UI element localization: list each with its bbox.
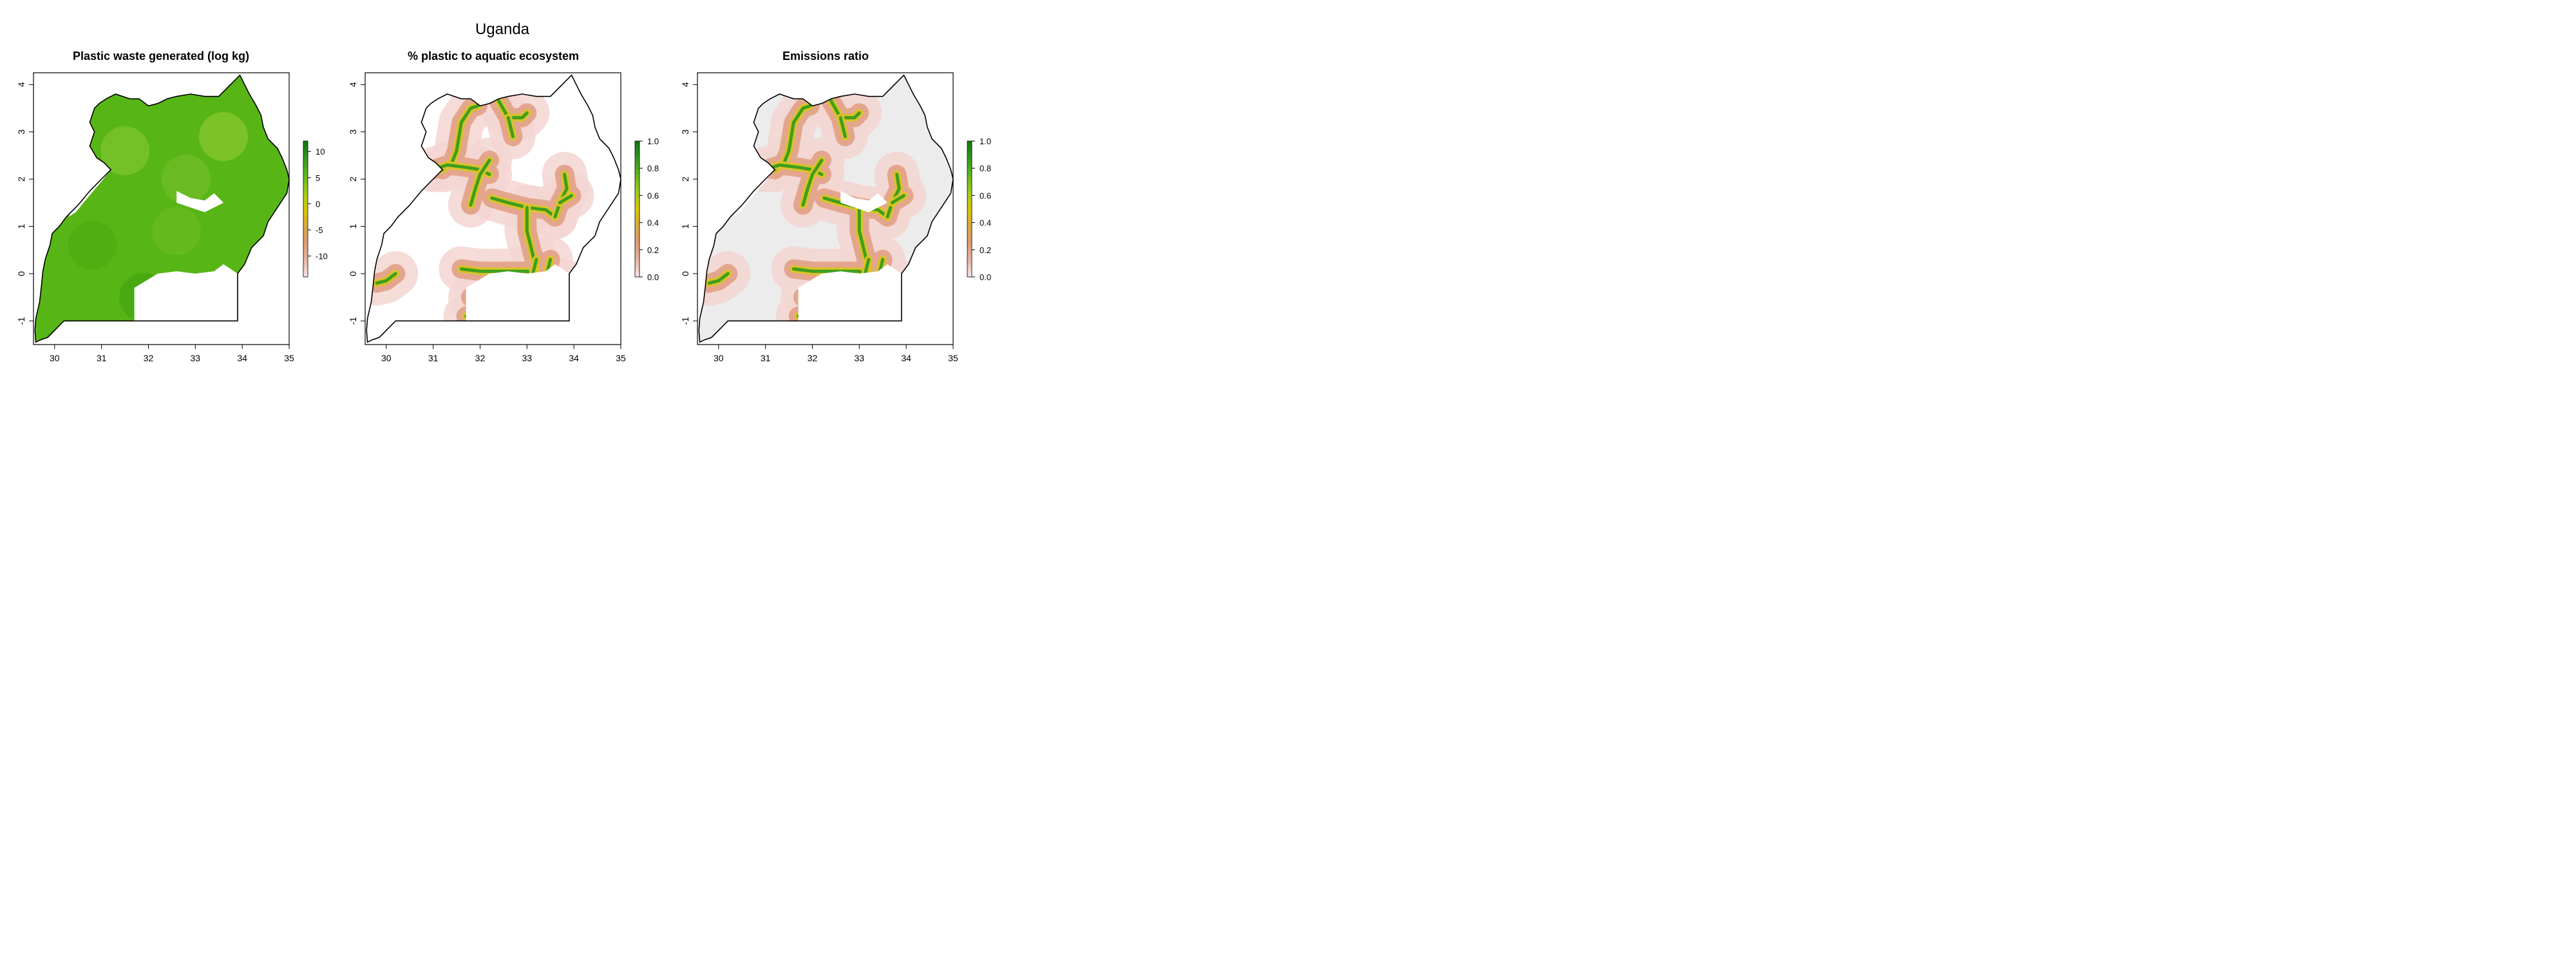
river-line — [553, 173, 569, 219]
x-tick-label: 32 — [808, 353, 818, 363]
x-tick-label: 31 — [761, 353, 771, 363]
y-tick-label: 1 — [680, 223, 690, 229]
figure-title: Uganda — [475, 21, 530, 38]
legend-tick-label: 0.2 — [980, 245, 991, 255]
river-line — [469, 158, 491, 207]
x-tick-label: 34 — [569, 353, 579, 363]
country-outline — [698, 74, 954, 343]
panel-2-title: % plastic to aquatic ecosystem — [407, 50, 580, 62]
y-tick-label: 3 — [348, 129, 358, 135]
lake-albert — [732, 169, 775, 217]
y-tick-label: 2 — [680, 176, 690, 182]
river-line — [707, 272, 730, 285]
x-tick-label: 33 — [191, 353, 201, 363]
legend-tick-label: 0.6 — [647, 191, 659, 200]
legend-tick-label: 0.8 — [647, 164, 659, 173]
x-tick-label: 35 — [948, 353, 958, 363]
river-line — [558, 194, 573, 205]
river-line — [801, 158, 824, 207]
legend-tick-label: -5 — [316, 225, 323, 235]
y-tick-label: 4 — [680, 82, 690, 87]
y-tick-label: -1 — [680, 317, 690, 325]
y-tick-label: 2 — [16, 176, 26, 182]
river-line — [890, 194, 905, 205]
lake-albert — [68, 169, 111, 217]
panel-1-title: Plastic waste generated (log kg) — [72, 50, 250, 62]
legend-tick-label: 0.2 — [647, 245, 659, 255]
legend-colorbar — [634, 140, 640, 278]
country-outline — [366, 74, 621, 343]
lake-victoria — [134, 264, 238, 321]
y-tick-label: 0 — [348, 271, 358, 276]
x-tick-label: 35 — [284, 353, 294, 363]
x-tick-label: 30 — [50, 353, 60, 363]
plot-frame — [33, 72, 290, 345]
river-line — [506, 116, 515, 138]
river-line — [838, 116, 847, 138]
x-tick-label: 33 — [855, 353, 865, 363]
river-line — [375, 272, 397, 285]
lake-victoria — [798, 264, 902, 321]
raster-patch — [68, 220, 117, 270]
y-tick-label: 4 — [16, 82, 26, 87]
x-tick-label: 32 — [144, 353, 154, 363]
y-tick-label: 1 — [16, 223, 26, 229]
river-line — [497, 99, 529, 120]
x-tick-label: 35 — [616, 353, 626, 363]
legend-tick-label: -10 — [316, 252, 328, 261]
x-tick-label: 34 — [237, 353, 247, 363]
x-tick-label: 33 — [522, 353, 533, 363]
legend-tick-label: 10 — [316, 147, 325, 156]
x-tick-label: 34 — [901, 353, 911, 363]
x-tick-label: 32 — [475, 353, 486, 363]
legend-tick-label: 1.0 — [980, 137, 991, 146]
legend-tick-label: 0 — [316, 199, 320, 209]
y-tick-label: 1 — [348, 223, 358, 229]
x-tick-label: 31 — [428, 353, 439, 363]
x-tick-label: 30 — [714, 353, 724, 363]
legend-colorbar — [967, 140, 972, 278]
y-tick-label: -1 — [348, 317, 358, 325]
plot-frame — [697, 72, 954, 345]
country-outline — [34, 74, 290, 343]
panel-3-title: Emissions ratio — [782, 50, 869, 62]
y-tick-label: -1 — [16, 317, 26, 325]
plot-frame — [365, 72, 621, 345]
legend-colorbar — [303, 140, 308, 278]
legend-tick-label: 0.4 — [647, 218, 659, 228]
raster-patch — [161, 155, 211, 204]
y-tick-label: 3 — [16, 129, 26, 135]
legend-tick-label: 0.6 — [980, 191, 991, 200]
legend-tick-label: 0.0 — [980, 272, 991, 282]
x-tick-label: 30 — [381, 353, 392, 363]
river-line — [886, 173, 901, 219]
y-tick-label: 3 — [680, 129, 690, 135]
legend-tick-label: 0.0 — [647, 272, 659, 282]
legend-tick-label: 0.8 — [980, 164, 991, 173]
raster-patch — [100, 126, 150, 176]
legend-tick-label: 0.4 — [980, 218, 991, 228]
raster-patch — [152, 206, 202, 256]
x-tick-label: 31 — [97, 353, 107, 363]
y-tick-label: 0 — [16, 271, 26, 276]
raster-patch — [199, 112, 249, 162]
y-tick-label: 4 — [348, 82, 358, 87]
legend-tick-label: 5 — [316, 173, 320, 183]
legend-tick-label: 1.0 — [647, 137, 659, 146]
lake-victoria — [466, 264, 569, 321]
y-tick-label: 2 — [348, 176, 358, 182]
y-tick-label: 0 — [680, 271, 690, 276]
lake-kyoga — [176, 191, 223, 213]
lake-kyoga — [840, 191, 887, 213]
river-line — [829, 99, 861, 120]
